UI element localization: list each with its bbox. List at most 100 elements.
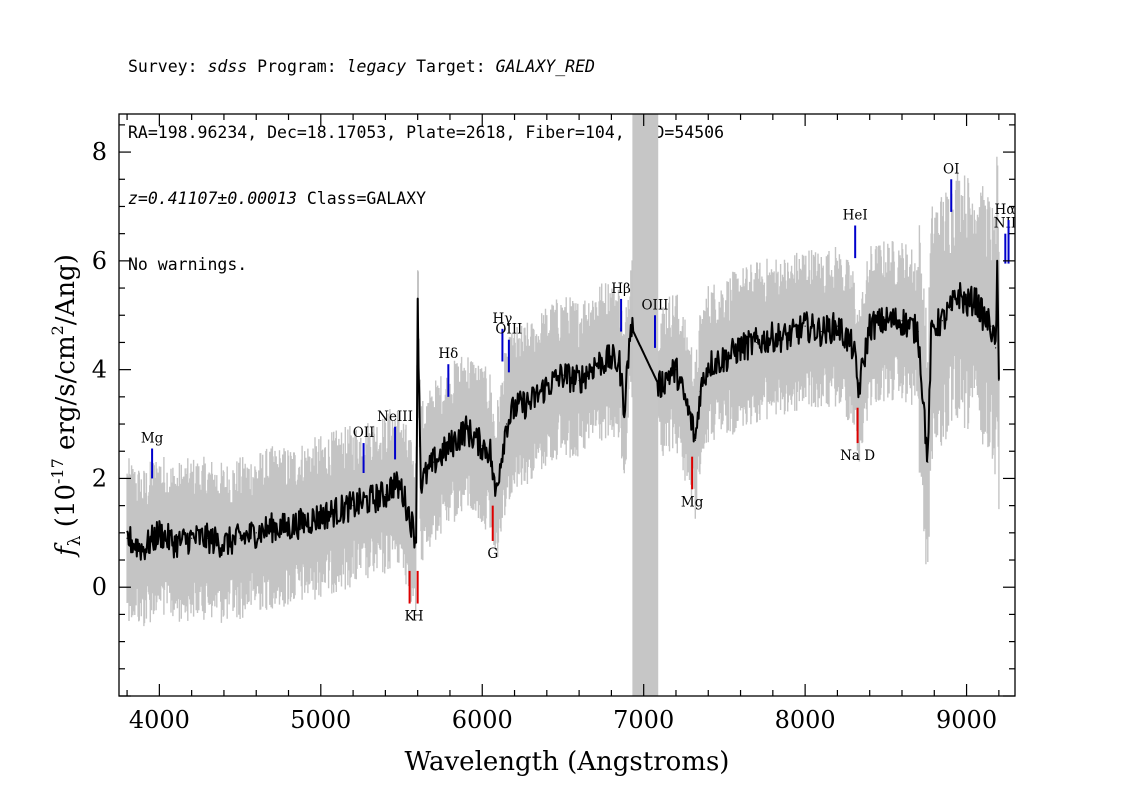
- y-tick-label: 8: [92, 138, 107, 166]
- flux-point: [998, 379, 1000, 382]
- flux-point: [982, 314, 984, 316]
- y-tick-label: 6: [92, 247, 107, 275]
- x-axis-title: Wavelength (Angstroms): [405, 747, 730, 777]
- y-axis-title-text: fλ (10-17 erg/s/cm2/Ang): [48, 254, 85, 558]
- flux-point: [546, 385, 548, 387]
- flux-point: [126, 537, 128, 539]
- emission-line-label: NeIII: [377, 409, 413, 425]
- flux-point: [723, 358, 726, 360]
- flux-point: [530, 401, 532, 403]
- header-line-target: Survey: sdss Program: legacy Target: GAL…: [128, 56, 724, 78]
- flux-point: [142, 548, 144, 550]
- flux-point: [271, 526, 273, 528]
- flux-point: [683, 396, 685, 398]
- plot-frame: [118, 113, 1016, 697]
- flux-point: [505, 423, 508, 425]
- flux-point: [957, 292, 960, 295]
- emission-line-label: OI: [943, 161, 959, 177]
- flux-series-line: [126, 259, 1000, 561]
- flux-point: [804, 325, 806, 327]
- flux-point: [578, 379, 580, 382]
- flux-point: [207, 537, 209, 539]
- flux-point: [949, 309, 952, 311]
- survey-label: Survey:: [128, 57, 208, 76]
- flux-point: [630, 325, 632, 327]
- flux-point: [885, 320, 887, 322]
- class-value: Class=GALAXY: [296, 189, 427, 208]
- flux-point: [481, 445, 483, 447]
- flux-error-layer: [126, 156, 1000, 627]
- emission-line-label: OIII: [641, 297, 668, 313]
- flux-point: [996, 271, 998, 273]
- absorption-line-label: Na D: [840, 448, 875, 464]
- emission-line-label: OIII: [495, 322, 522, 338]
- flux-point: [255, 532, 257, 534]
- flux-point: [995, 347, 997, 349]
- emission-line-label: Mg: [141, 431, 164, 447]
- x-tick-label: 6000: [452, 706, 513, 734]
- flux-point: [465, 428, 467, 431]
- flux-point: [756, 341, 758, 344]
- flux-point: [174, 543, 177, 545]
- header-line-warnings: No warnings.: [128, 255, 248, 274]
- emission-line-label: Hα: [995, 202, 1016, 218]
- flux-error-envelope: [126, 156, 1000, 627]
- emission-line-label: Hδ: [438, 346, 458, 362]
- flux-point: [417, 309, 419, 311]
- emission-line-label: HeI: [843, 208, 868, 224]
- flux-point: [304, 521, 306, 523]
- flux-point: [933, 325, 935, 327]
- target-label: Target:: [406, 57, 496, 76]
- flux-point: [191, 537, 193, 539]
- flux-point: [869, 325, 871, 327]
- flux-point: [562, 374, 564, 376]
- flux-point: [384, 494, 386, 496]
- flux-point: [320, 515, 322, 518]
- flux-point: [494, 494, 496, 496]
- flux-point: [623, 407, 625, 409]
- header-line-redshift: z=0.41107±0.00013 Class=GALAXY: [128, 188, 724, 210]
- flux-point: [694, 439, 696, 441]
- program-value: legacy: [346, 57, 407, 76]
- flux-point: [656, 379, 658, 382]
- y-tick-label: 4: [92, 356, 107, 384]
- flux-point: [667, 374, 669, 376]
- x-tick-label: 8000: [775, 706, 836, 734]
- flux-layer: [126, 259, 1000, 561]
- flux-point: [513, 407, 516, 409]
- flux-point: [990, 325, 992, 327]
- flux-point: [618, 363, 621, 365]
- flux-point: [965, 303, 968, 305]
- flux-point: [420, 483, 422, 485]
- flux-point: [691, 423, 693, 425]
- y-tick-label: 0: [92, 573, 107, 601]
- absorption-line-label: H: [412, 609, 424, 625]
- x-tick-label: 7000: [613, 706, 674, 734]
- spectrum-header: Survey: sdss Program: legacy Target: GAL…: [128, 12, 724, 298]
- flux-point: [930, 336, 932, 338]
- flux-point: [400, 488, 403, 490]
- flux-point: [852, 347, 855, 349]
- flux-point: [489, 450, 491, 452]
- flux-point: [739, 347, 742, 349]
- flux-point: [158, 532, 160, 534]
- flux-point: [433, 461, 435, 463]
- flux-point: [772, 336, 774, 338]
- header-line-coordinates: RA=198.96234, Dec=18.17053, Plate=2618, …: [128, 123, 725, 142]
- flux-point: [415, 537, 417, 539]
- masked-region: [632, 114, 659, 696]
- absorption-line-label: K: [405, 609, 416, 625]
- axis-ticks-layer: 4000 5000 6000 7000 8000 9000 0 2 4 6 8: [92, 114, 1015, 734]
- emission-line-label: Hγ: [493, 311, 513, 327]
- flux-point: [788, 336, 790, 338]
- flux-point: [707, 363, 709, 365]
- flux-point: [927, 461, 929, 463]
- x-tick-label: 5000: [290, 706, 351, 734]
- flux-point: [392, 483, 395, 485]
- flux-point: [368, 499, 370, 501]
- flux-point: [659, 385, 661, 387]
- flux-point: [974, 298, 976, 300]
- target-value: GALAXY_RED: [495, 57, 595, 76]
- flux-point: [820, 330, 822, 333]
